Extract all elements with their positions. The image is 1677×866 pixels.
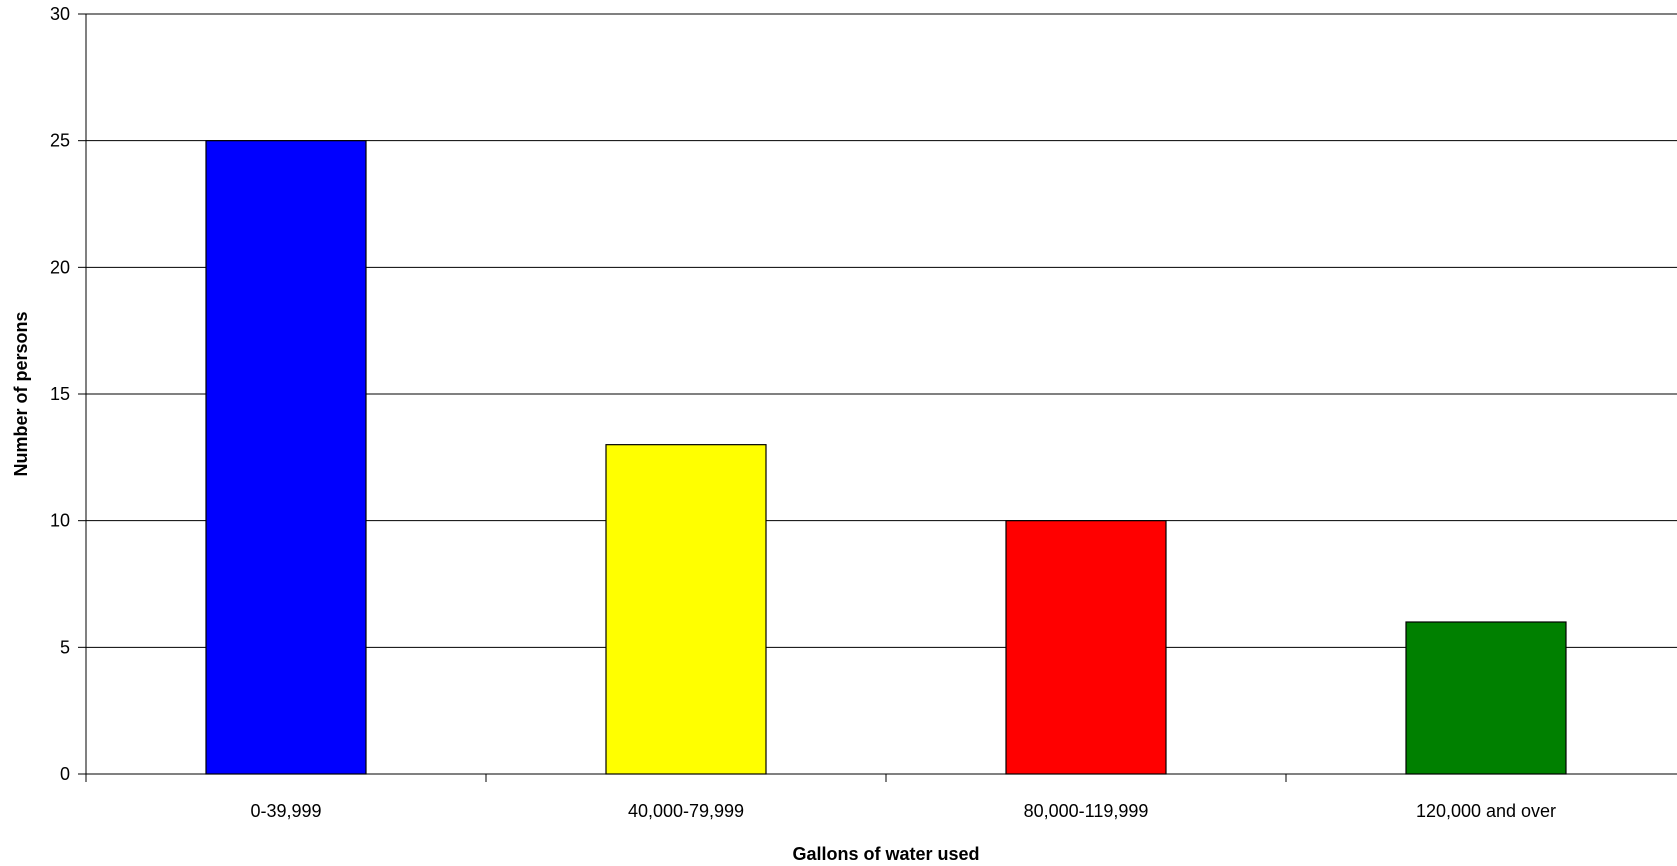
x-tick-label: 40,000-79,999 [628,801,744,821]
y-tick-labels: 0 5 10 15 20 25 30 [50,4,86,784]
y-tick-label: 5 [60,637,70,657]
x-axis-title: Gallons of water used [792,844,979,864]
x-tick-label: 0-39,999 [250,801,321,821]
bar-2 [605,444,767,775]
bar-4 [1405,621,1567,775]
y-tick-label: 30 [50,4,70,24]
y-axis-title: Number of persons [11,311,31,476]
y-tick-label: 25 [50,131,70,151]
y-tick-label: 15 [50,384,70,404]
bars [205,140,1567,775]
x-tick-labels: 0-39,999 40,000-79,999 80,000-119,999 120,0… [85,774,1556,821]
y-tick-label: 10 [50,511,70,531]
x-tick-label: 80,000-119,999 [1024,801,1149,821]
y-tick-label: 0 [60,764,70,784]
bar-1 [205,140,367,775]
bar-3 [1005,520,1167,775]
x-tick-label: 120,000 and over [1416,801,1556,821]
y-tick-label: 20 [50,257,70,277]
